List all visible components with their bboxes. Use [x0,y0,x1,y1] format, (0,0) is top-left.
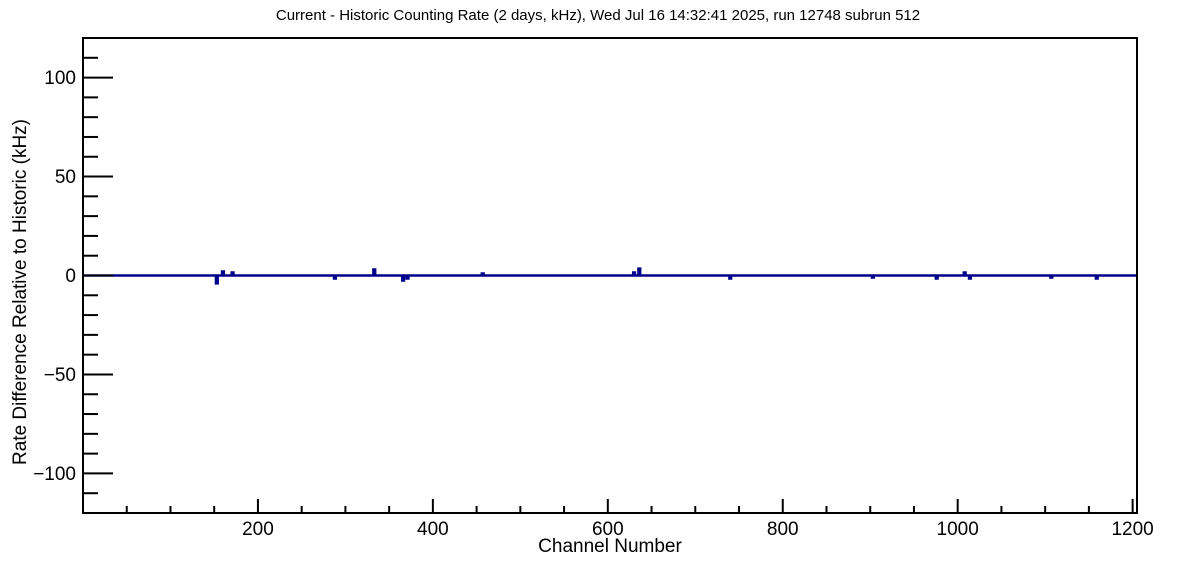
y-tick-label: −50 [44,365,76,386]
x-tick-label: 1200 [1111,519,1153,540]
x-tick-label: 1000 [937,519,979,540]
axes-layer [82,37,1138,514]
y-tick-label: 100 [44,68,76,89]
x-tick-label: 600 [592,519,624,540]
y-tick-label: 0 [65,266,76,287]
x-axis-title: Channel Number [538,536,682,557]
y-tick-label: 50 [55,167,76,188]
data-series-line [83,267,1137,285]
data-series-layer [83,267,1137,285]
x-tick-label: 800 [767,519,799,540]
tick-label-layer: 200 400 600 800 1000 1200 100 50 0 −50 −100 [33,68,1154,540]
x-tick-label: 400 [417,519,449,540]
x-tick-label: 200 [242,519,274,540]
y-tick-label: −100 [33,464,76,485]
chart-title: Current - Historic Counting Rate (2 days… [275,7,921,24]
